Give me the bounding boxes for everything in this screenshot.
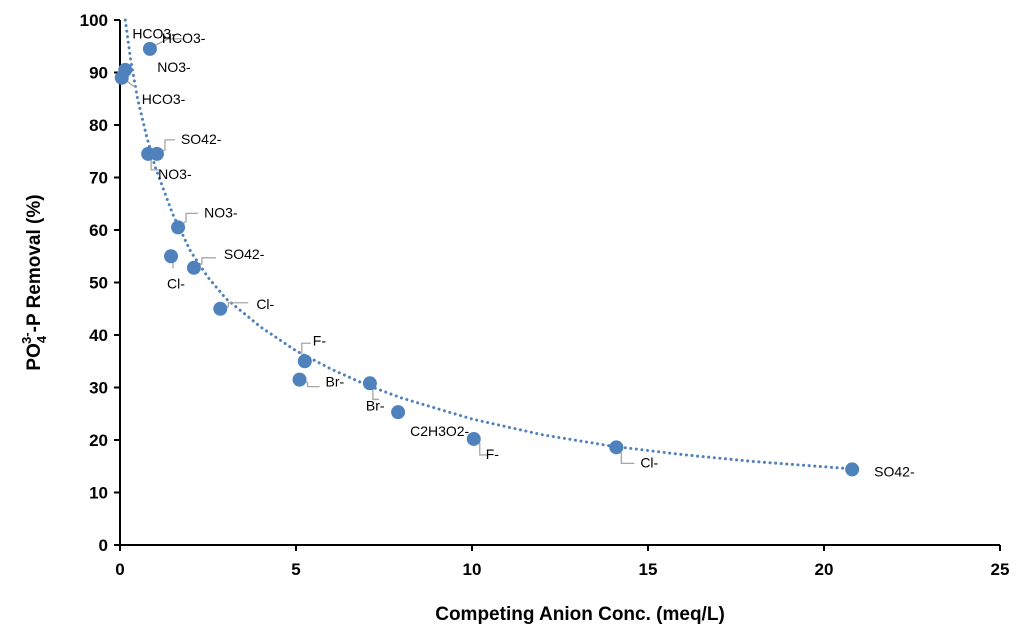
x-tick-label: 5 [291,560,300,579]
data-point [171,220,186,235]
x-tick-label: 25 [991,560,1010,579]
point-label: NO3- [204,204,238,220]
point-label: HCO3- [162,30,206,46]
x-axis-ticks: 0 5 10 15 20 25 [115,545,1009,579]
y-title-superscript: 3- [19,332,34,344]
y-title-subscript: 4 [34,335,49,343]
y-title-main: PO [24,343,45,370]
data-point [114,70,129,85]
data-point [292,372,307,387]
data-point [149,146,164,161]
y-tick-label: 10 [89,484,108,503]
y-tick-label: 90 [89,64,108,83]
data-point [164,249,179,264]
data-point [362,376,377,391]
y-tick-label: 30 [89,379,108,398]
data-point [142,41,157,56]
data-point [297,354,312,369]
point-label: Br- [326,374,345,390]
point-label: SO42- [181,131,222,147]
y-tick-label: 60 [89,221,108,240]
x-axis-title: Competing Anion Conc. (meq/L) [435,604,725,625]
point-label: Cl- [167,275,185,291]
point-label: F- [313,332,327,348]
point-label: Cl- [640,454,658,470]
point-label: Br- [366,397,385,413]
y-axis-ticks: 0 10 20 30 40 50 60 70 80 90 100 [80,11,120,555]
point-label: HCO3- [142,91,186,107]
y-title-rest: -P Removal (%) [24,194,45,332]
point-label: F- [486,446,500,462]
point-label: NO3- [158,166,192,182]
point-label: SO42- [224,246,265,262]
data-point [186,260,201,275]
y-tick-label: 20 [89,431,108,450]
point-labels: HCO3- NO3- HCO3- NO3- SO42- NO3- Cl- SO42- Cl- F-… [132,25,915,479]
data-point [213,301,228,316]
y-tick-label: 0 [99,536,108,555]
data-point [466,431,481,446]
data-points [114,41,860,477]
y-tick-label: 40 [89,326,108,345]
point-label: C2H3O2- [410,423,469,439]
point-label: Cl- [256,296,274,312]
axes [119,20,1000,546]
point-label: SO42- [874,463,915,479]
data-point [391,405,406,420]
y-axis-title: PO43--P Removal (%) [19,194,49,370]
y-tick-label: 50 [89,274,108,293]
point-label: HCO3- [132,25,176,41]
x-tick-label: 20 [815,560,834,579]
trendline [123,18,854,471]
x-tick-label: 0 [115,560,124,579]
x-tick-label: 10 [463,560,482,579]
y-tick-label: 100 [80,11,108,30]
data-point [609,440,624,455]
point-label: NO3- [157,59,191,75]
data-point [845,462,860,477]
y-tick-label: 70 [89,169,108,188]
x-tick-label: 15 [639,560,658,579]
y-tick-label: 80 [89,116,108,135]
